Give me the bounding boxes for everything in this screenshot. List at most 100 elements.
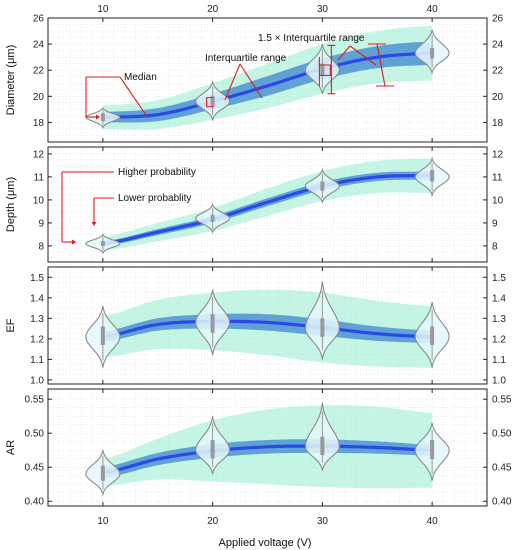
- y-tick-label-left: 12: [33, 149, 45, 160]
- violin-box: [100, 465, 105, 481]
- violin-box: [430, 326, 435, 345]
- median-curve: [101, 319, 434, 339]
- panel-violins: [85, 156, 450, 255]
- panel-3: 1.0 1.0 1.1 1.1 1.2 1.2 1.3 1.3 1.4 1.4 1.5 1.5 EF: [5, 266, 506, 386]
- y-tick-label-right: 1.3: [492, 314, 506, 325]
- y-tick-label-right: 0.40: [492, 497, 512, 508]
- y-tick-label-left: 11: [34, 172, 45, 183]
- iqr-band: [102, 439, 433, 479]
- y-tick-label-right: 12: [492, 149, 504, 160]
- annotation-iqr-leader: [224, 63, 241, 101]
- violin-box: [320, 436, 325, 455]
- annotation-iqr-bracket-2: [319, 64, 331, 76]
- y-tick-label-left: 20: [33, 92, 45, 103]
- y-tick-label-right: 22: [492, 66, 504, 77]
- x-tick-label-top: 40: [427, 4, 439, 15]
- panel-y-ticks: 18 18 20 20 22 22 24 24 26 26: [33, 14, 504, 142]
- y-tick-label-left: 9: [38, 218, 44, 229]
- annotation-iqr-bracket-1: [206, 97, 214, 108]
- x-tick-label-bottom: 30: [317, 516, 329, 527]
- y-axis-title: Depth (μm): [5, 177, 17, 232]
- violin-box: [210, 314, 215, 333]
- annotation-higher-label: Higher probability: [118, 167, 196, 178]
- y-tick-label-left: 1.2: [30, 334, 44, 345]
- y-tick-label-left: 0.45: [25, 463, 45, 474]
- panel-4: 0.40 0.40 0.45 0.45 0.50 0.50 0.55 0.55 AR: [5, 388, 512, 508]
- violin-box: [320, 63, 325, 76]
- annotation-median-label: Median: [124, 72, 157, 83]
- panel-frame: [47, 146, 488, 263]
- annotation-median-leader-2: [119, 76, 149, 119]
- y-tick-label-left: 24: [33, 40, 45, 51]
- y-tick-label-left: 10: [33, 195, 45, 206]
- violin-box: [210, 440, 215, 459]
- violin-box: [210, 214, 215, 222]
- annotation-whisker-leader: [337, 45, 351, 61]
- annotation-lower-label: Lower probablity: [118, 193, 191, 204]
- y-tick-label-right: 1.1: [492, 355, 506, 366]
- y-tick-label-left: 1.5: [30, 273, 44, 284]
- panel-y-ticks: 1.0 1.0 1.1 1.1 1.2 1.2 1.3 1.3 1.4 1.4 1.5 1.5: [30, 267, 506, 386]
- panel-frame: [47, 17, 488, 143]
- panel-violins: [85, 281, 450, 368]
- panel-violins: [85, 29, 450, 129]
- x-tick-label-top: 10: [97, 4, 109, 15]
- panel-1: 18 18 20 20 22 22 24 24 26 26 Diameter (μm): [5, 14, 504, 143]
- panel-violins: [85, 402, 450, 497]
- x-axis-title: Applied voltage (V): [219, 537, 312, 549]
- y-tick-label-right: 18: [492, 118, 504, 129]
- y-tick-label-left: 8: [38, 241, 44, 252]
- panel-bands: [101, 25, 434, 130]
- y-axis-title: EF: [5, 318, 17, 332]
- x-tick-label-top: 20: [207, 4, 219, 15]
- y-tick-label-left: 1.1: [30, 355, 44, 366]
- y-tick-label-right: 1.5: [492, 273, 506, 284]
- annotation-whisker-label: 1.5 × Interquartile range: [258, 33, 365, 44]
- y-tick-label-right: 24: [492, 40, 504, 51]
- violin-box: [100, 241, 105, 246]
- x-tick-label-bottom: 10: [97, 516, 109, 527]
- y-tick-label-right: 0.45: [492, 463, 512, 474]
- y-tick-label-left: 0.40: [25, 497, 45, 508]
- annotation-iqr-leader: [239, 63, 263, 99]
- y-tick-label-right: 26: [492, 14, 504, 25]
- violin-box: [100, 326, 105, 345]
- y-tick-label-right: 8: [492, 241, 498, 252]
- y-tick-label-left: 0.55: [25, 395, 45, 406]
- y-tick-label-left: 26: [33, 14, 45, 25]
- median-curve: [101, 51, 434, 119]
- chart-panels: 18 18 20 20 22 22 24 24 26 26 Diameter (μm) 8 8 9 9 10 1…: [5, 14, 512, 508]
- panel-y-ticks: 0.40 0.40 0.45 0.45 0.50 0.50 0.55 0.55: [25, 389, 512, 508]
- violin-box: [430, 48, 435, 59]
- annotations: Median Interquartile range 1.5 × Interquar…: [61, 33, 394, 245]
- x-tick-label-bottom: 20: [207, 516, 219, 527]
- y-tick-label-right: 11: [492, 172, 503, 183]
- y-tick-label-right: 0.55: [492, 395, 512, 406]
- panel-y-ticks: 8 8 9 9 10 10 11 11 12 12: [33, 147, 504, 262]
- median-curve: [101, 174, 434, 246]
- y-tick-label-right: 10: [492, 195, 504, 206]
- annotation-lower-arrow: [91, 222, 97, 226]
- panel-bands: [101, 289, 434, 368]
- violin-box: [210, 96, 215, 107]
- panel-frame: [47, 266, 488, 385]
- y-tick-label-right: 9: [492, 218, 498, 229]
- y-tick-label-left: 1.3: [30, 314, 44, 325]
- y-tick-label-left: 1.4: [30, 293, 44, 304]
- annotation-median-arrow: [96, 114, 100, 120]
- y-tick-label-right: 1.4: [492, 293, 506, 304]
- panel-bands: [101, 158, 434, 251]
- violin-box: [320, 318, 325, 337]
- panel-bands: [101, 405, 434, 489]
- panel-2: 8 8 9 9 10 10 11 11 12 12 Depth (μm): [5, 146, 504, 263]
- y-tick-label-right: 0.50: [492, 429, 512, 440]
- x-tick-label-top: 30: [317, 4, 329, 15]
- violin-box: [320, 181, 325, 191]
- bottom-x-tick-labels: 10 20 30 40: [97, 516, 438, 527]
- y-axis-title: AR: [5, 440, 17, 455]
- y-tick-label-right: 20: [492, 92, 504, 103]
- annotation-whisker-leader: [349, 45, 377, 66]
- panel-frame: [47, 388, 488, 507]
- y-tick-label-left: 1.0: [30, 375, 44, 386]
